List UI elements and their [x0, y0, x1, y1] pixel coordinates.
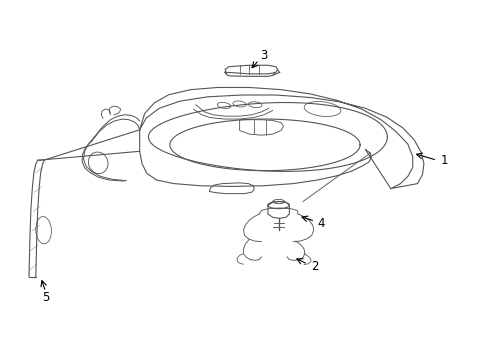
Text: 4: 4: [317, 216, 325, 230]
Text: 1: 1: [440, 154, 447, 167]
Text: 2: 2: [311, 260, 318, 273]
Text: 3: 3: [260, 49, 267, 62]
Text: 5: 5: [42, 291, 49, 304]
